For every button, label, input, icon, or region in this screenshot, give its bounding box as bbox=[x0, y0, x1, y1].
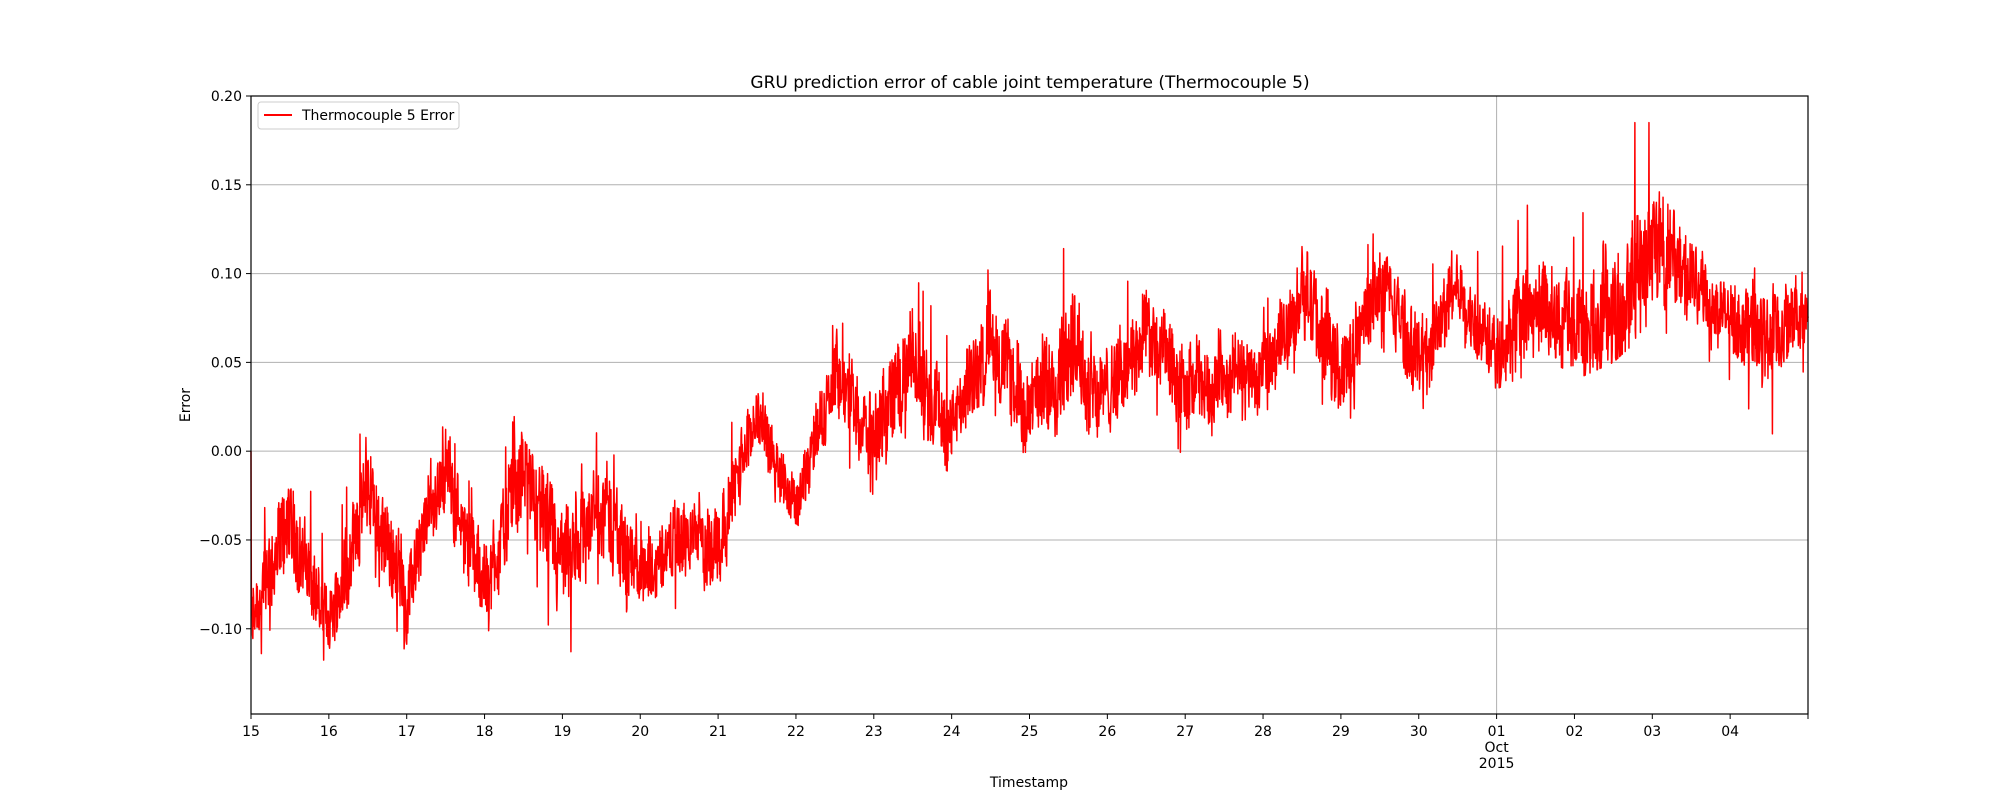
series-layer bbox=[250, 121, 1809, 661]
x-tick-label: 03 bbox=[1643, 724, 1661, 740]
x-tick-label: 19 bbox=[553, 724, 571, 740]
x-tick-label: 24 bbox=[943, 724, 961, 740]
x-tick-label: 17 bbox=[398, 724, 416, 740]
x-tick-label: 04 bbox=[1721, 724, 1739, 740]
x-tick-label: 20 bbox=[631, 724, 649, 740]
y-tick-label: 0.20 bbox=[211, 89, 242, 105]
x-tick-label: 15 bbox=[242, 724, 260, 740]
x-tick-label: 23 bbox=[865, 724, 883, 740]
y-tick-label: −0.10 bbox=[199, 622, 242, 638]
series-line-thermocouple-5-error bbox=[250, 121, 1809, 661]
x-tick-label: 29 bbox=[1332, 724, 1350, 740]
x-tick-label: 25 bbox=[1021, 724, 1039, 740]
x-tick-label: 21 bbox=[709, 724, 727, 740]
x-tick-year-label: 2015 bbox=[1479, 756, 1515, 772]
x-tick-label: 18 bbox=[476, 724, 494, 740]
x-tick-label: 16 bbox=[320, 724, 338, 740]
y-tick-label: 0.05 bbox=[211, 355, 242, 371]
x-tick-label: 30 bbox=[1410, 724, 1428, 740]
x-tick-label: 27 bbox=[1176, 724, 1194, 740]
axis-ticks: 0.20 0.15 0.10 0.05 0.00 −0.05 −0.10 15 16 17 18 19… bbox=[199, 89, 1809, 772]
x-tick-label: 28 bbox=[1254, 724, 1272, 740]
x-axis-label: Timestamp bbox=[989, 775, 1068, 791]
legend: Thermocouple 5 Error bbox=[257, 101, 460, 130]
y-tick-label: −0.05 bbox=[199, 533, 242, 549]
y-tick-label: 0.15 bbox=[211, 178, 242, 194]
y-tick-label: 0.00 bbox=[211, 444, 242, 460]
chart-title: GRU prediction error of cable joint temp… bbox=[750, 73, 1309, 93]
y-axis-label: Error bbox=[178, 388, 194, 422]
x-tick-label: 22 bbox=[787, 724, 805, 740]
x-tick-label: 02 bbox=[1566, 724, 1584, 740]
x-tick-month-label: Oct bbox=[1484, 740, 1509, 756]
x-tick-label: 01 bbox=[1488, 724, 1506, 740]
legend-box bbox=[257, 101, 460, 130]
legend-label: Thermocouple 5 Error bbox=[301, 108, 454, 124]
y-tick-label: 0.10 bbox=[211, 267, 242, 283]
x-tick-label: 26 bbox=[1098, 724, 1116, 740]
